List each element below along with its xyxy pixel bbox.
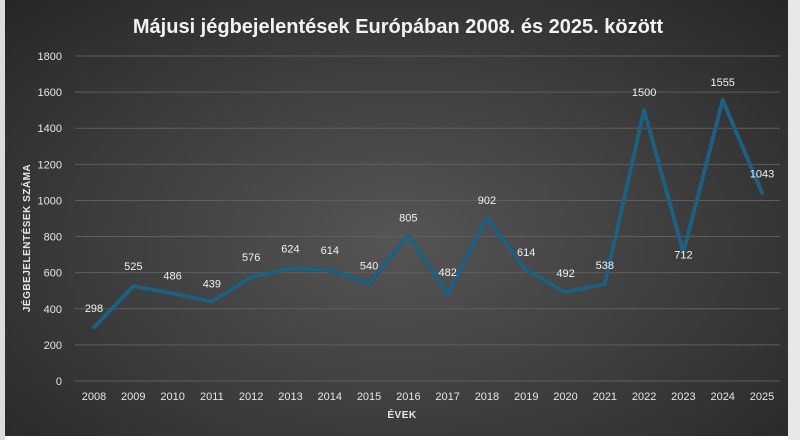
data-label: 486: [163, 270, 181, 282]
data-label: 540: [360, 261, 378, 273]
x-tick-label: 2022: [632, 391, 656, 403]
y-tick-label: 1800: [38, 51, 62, 63]
data-point[interactable]: [445, 291, 451, 297]
x-tick-label: 2019: [514, 391, 538, 403]
y-tick-label: 1600: [38, 87, 62, 99]
y-tick-label: 800: [44, 232, 62, 244]
chart-area[interactable]: [5, 0, 788, 436]
x-tick-label: 2017: [435, 391, 459, 403]
data-label: 1043: [750, 169, 774, 181]
data-label: 712: [674, 249, 692, 261]
x-tick-label: 2025: [750, 391, 774, 403]
chart-title: Májusi jégbejelentések Európában 2008. é…: [133, 16, 664, 38]
data-label: 525: [124, 261, 142, 273]
data-label: 902: [478, 195, 496, 207]
data-label: 614: [321, 245, 339, 257]
left-margin: [0, 0, 5, 440]
data-label: 1500: [632, 87, 656, 99]
x-axis-ticks: 2008 2009 2010 2011 2012 2013 2014 2015 2016 2017…: [82, 391, 774, 403]
data-point[interactable]: [523, 267, 529, 273]
y-tick-label: 600: [44, 268, 62, 280]
x-tick-label: 2010: [160, 391, 184, 403]
data-point[interactable]: [641, 107, 647, 113]
data-label: 576: [242, 252, 260, 264]
data-label: 492: [556, 268, 574, 280]
x-tick-label: 2015: [357, 391, 381, 403]
x-tick-label: 2018: [475, 391, 499, 403]
x-tick-label: 2009: [121, 391, 145, 403]
data-label: 805: [399, 213, 417, 225]
data-label: 614: [517, 247, 535, 259]
y-tick-label: 400: [44, 304, 62, 316]
y-axis-title: JÉGBEJELENTÉSEK SZÁMA: [20, 164, 33, 312]
x-tick-label: 2013: [278, 391, 302, 403]
x-tick-label: 2020: [553, 391, 577, 403]
x-tick-label: 2008: [82, 391, 106, 403]
data-labels: 298 525 486 439 576 624 614 540 805 482 902 614 492 5…: [85, 77, 774, 315]
x-tick-label: 2016: [396, 391, 420, 403]
data-label: 538: [596, 260, 614, 272]
x-tick-label: 2023: [671, 391, 695, 403]
y-axis-ticks: 0 200 400 600 800 1000 1200 1400 1600 1800: [38, 51, 62, 388]
data-point[interactable]: [287, 265, 293, 271]
data-point[interactable]: [91, 324, 97, 330]
y-tick-label: 1400: [38, 123, 62, 135]
x-tick-label: 2021: [593, 391, 617, 403]
x-tick-label: 2024: [710, 391, 734, 403]
data-point[interactable]: [405, 233, 411, 239]
data-point[interactable]: [563, 289, 569, 295]
y-tick-label: 1200: [38, 159, 62, 171]
series: [91, 97, 765, 330]
data-point[interactable]: [759, 190, 765, 196]
x-tick-label: 2011: [200, 391, 224, 403]
x-tick-label: 2014: [318, 391, 342, 403]
data-point[interactable]: [327, 267, 333, 273]
y-tick-label: 1000: [38, 195, 62, 207]
data-label: 624: [281, 243, 299, 255]
y-tick-label: 200: [44, 340, 62, 352]
data-point[interactable]: [130, 283, 136, 289]
data-label: 482: [438, 267, 456, 279]
x-tick-label: 2012: [239, 391, 263, 403]
series-line-shadow: [92, 98, 764, 330]
data-label: 1555: [710, 77, 734, 89]
data-label: 439: [203, 279, 221, 291]
data-point[interactable]: [720, 97, 726, 103]
data-point[interactable]: [248, 274, 254, 280]
x-axis-title: ÉVEK: [387, 408, 417, 421]
right-margin: [788, 0, 800, 440]
data-point[interactable]: [209, 299, 215, 305]
y-tick-label: 0: [56, 376, 62, 388]
data-point[interactable]: [484, 215, 490, 221]
data-label: 298: [85, 303, 103, 315]
gridlines: [75, 55, 780, 382]
data-point[interactable]: [602, 281, 608, 287]
series-line[interactable]: [92, 98, 764, 330]
data-point[interactable]: [170, 290, 176, 296]
data-point[interactable]: [366, 281, 372, 287]
